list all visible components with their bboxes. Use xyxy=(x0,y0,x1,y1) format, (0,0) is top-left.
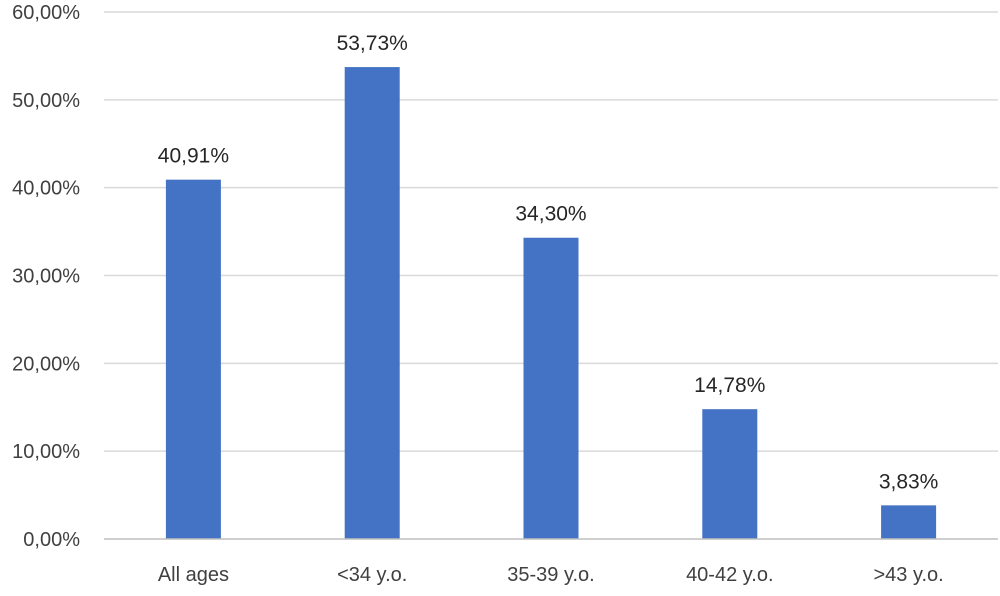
y-tick-label: 50,00% xyxy=(12,90,80,112)
bar xyxy=(523,237,579,539)
x-category-label: 40-42 y.o. xyxy=(686,564,773,586)
x-axis-category-labels: All ages <34 y.o. 35-39 y.o. 40-42 y.o. >43 … xyxy=(158,564,944,586)
x-category-label: 35-39 y.o. xyxy=(507,564,594,586)
x-category-label: <34 y.o. xyxy=(337,564,407,586)
data-label: 14,78% xyxy=(694,374,765,397)
y-tick-label: 60,00% xyxy=(12,2,80,24)
y-tick-label: 10,00% xyxy=(12,441,80,463)
data-label: 34,30% xyxy=(515,203,586,226)
data-labels: 40,91% 53,73% 34,30% 14,78% 3,83% xyxy=(158,32,939,493)
bars xyxy=(165,67,937,539)
data-label: 53,73% xyxy=(337,32,408,55)
x-category-label: All ages xyxy=(158,564,229,586)
data-label: 40,91% xyxy=(158,145,229,168)
y-tick-label: 20,00% xyxy=(12,353,80,375)
data-label: 3,83% xyxy=(879,470,939,493)
y-axis-tick-labels: 0,00% 10,00% 20,00% 30,00% 40,00% 50,00% 60,00… xyxy=(12,2,80,551)
y-tick-label: 40,00% xyxy=(12,178,80,200)
bar xyxy=(344,67,400,539)
bar xyxy=(702,409,758,539)
y-tick-label: 0,00% xyxy=(23,529,80,551)
y-tick-label: 30,00% xyxy=(12,266,80,288)
x-category-label: >43 y.o. xyxy=(873,564,943,586)
bar xyxy=(881,505,937,539)
bar xyxy=(165,179,221,539)
